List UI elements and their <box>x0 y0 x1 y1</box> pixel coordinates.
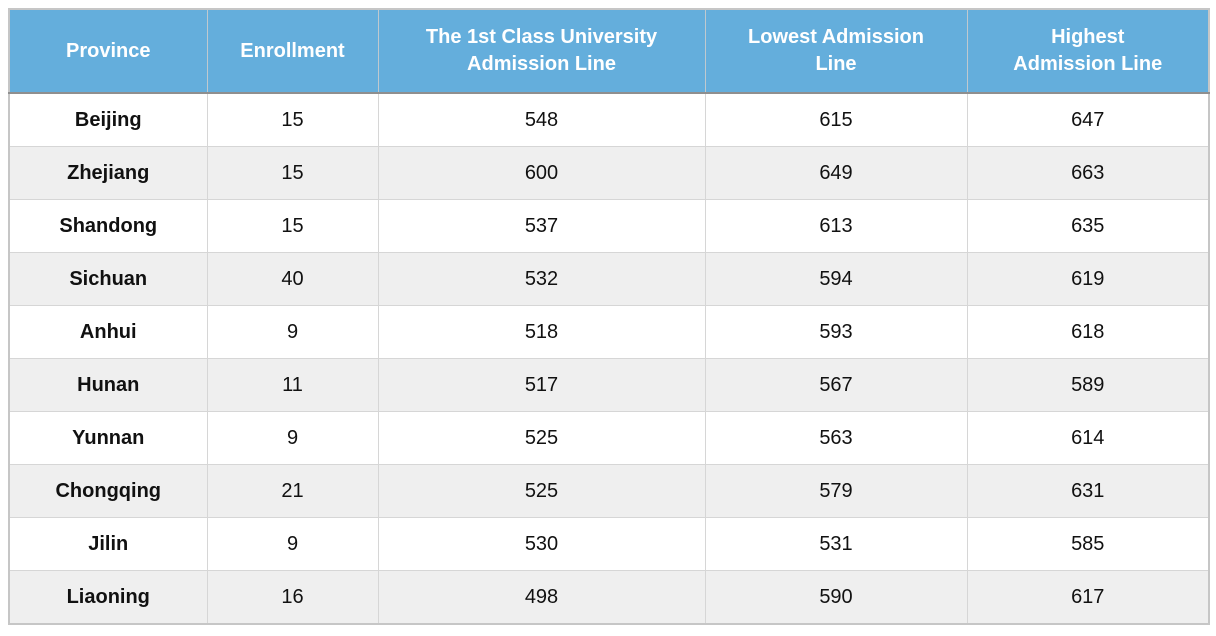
cell-first-class-line: 532 <box>377 252 706 306</box>
cell-highest-line: 614 <box>966 411 1210 465</box>
column-header-first-class-line: The 1st Class University Admission Line <box>377 8 706 94</box>
cell-province: Liaoning <box>8 570 208 625</box>
cell-province: Yunnan <box>8 411 208 465</box>
cell-province: Shandong <box>8 199 208 253</box>
cell-enrollment: 15 <box>206 146 379 200</box>
cell-lowest-line: 531 <box>704 517 968 571</box>
cell-highest-line: 647 <box>966 92 1210 147</box>
cell-province: Hunan <box>8 358 208 412</box>
column-header-lowest-line: Lowest Admission Line <box>704 8 968 94</box>
cell-highest-line: 589 <box>966 358 1210 412</box>
table-row-beijing: Beijing 15 548 615 647 <box>8 92 1210 147</box>
cell-first-class-line: 548 <box>377 92 706 147</box>
table-row-liaoning: Liaoning 16 498 590 617 <box>8 570 1210 625</box>
cell-enrollment: 16 <box>206 570 379 625</box>
column-header-label-line2: Line <box>815 53 857 75</box>
table-row-yunnan: Yunnan 9 525 563 614 <box>8 411 1210 465</box>
cell-lowest-line: 590 <box>704 570 968 625</box>
cell-first-class-line: 518 <box>377 305 706 359</box>
column-header-label: Enrollment <box>240 39 345 62</box>
cell-highest-line: 635 <box>966 199 1210 253</box>
cell-enrollment: 15 <box>206 199 379 253</box>
cell-lowest-line: 563 <box>704 411 968 465</box>
cell-first-class-line: 517 <box>377 358 706 412</box>
column-header-label: The 1st Class University <box>425 26 658 48</box>
table-row-sichuan: Sichuan 40 532 594 619 <box>8 252 1210 306</box>
cell-lowest-line: 649 <box>704 146 968 200</box>
cell-highest-line: 617 <box>966 570 1210 625</box>
cell-lowest-line: 567 <box>704 358 968 412</box>
column-header-label: Province <box>66 39 151 62</box>
cell-province: Zhejiang <box>8 146 208 200</box>
table-row-anhui: Anhui 9 518 593 618 <box>8 305 1210 359</box>
cell-enrollment: 21 <box>206 464 379 518</box>
cell-lowest-line: 594 <box>704 252 968 306</box>
cell-province: Chongqing <box>8 464 208 518</box>
cell-highest-line: 663 <box>966 146 1210 200</box>
cell-enrollment: 15 <box>206 92 379 147</box>
cell-enrollment: 9 <box>206 411 379 465</box>
table-row-shandong: Shandong 15 537 613 635 <box>8 199 1210 253</box>
column-header-label-line2: Admission Line <box>467 53 616 75</box>
table-row-hunan: Hunan 11 517 567 589 <box>8 358 1210 412</box>
cell-lowest-line: 579 <box>704 464 968 518</box>
column-header-highest-line: Highest Admission Line <box>966 8 1210 94</box>
column-header-enrollment: Enrollment <box>206 8 379 94</box>
cell-enrollment: 11 <box>206 358 379 412</box>
cell-highest-line: 618 <box>966 305 1210 359</box>
cell-first-class-line: 600 <box>377 146 706 200</box>
table-row-jilin: Jilin 9 530 531 585 <box>8 517 1210 571</box>
header-row: Province Enrollment The 1st Class Univer… <box>8 8 1210 94</box>
cell-first-class-line: 525 <box>377 464 706 518</box>
table-row-zhejiang: Zhejiang 15 600 649 663 <box>8 146 1210 200</box>
cell-lowest-line: 613 <box>704 199 968 253</box>
cell-lowest-line: 593 <box>704 305 968 359</box>
cell-highest-line: 585 <box>966 517 1210 571</box>
cell-first-class-line: 537 <box>377 199 706 253</box>
table-row-chongqing: Chongqing 21 525 579 631 <box>8 464 1210 518</box>
column-header-province: Province <box>8 8 208 94</box>
cell-first-class-line: 498 <box>377 570 706 625</box>
cell-province: Sichuan <box>8 252 208 306</box>
admission-table: Province Enrollment The 1st Class Univer… <box>8 8 1210 625</box>
cell-province: Beijing <box>8 92 208 147</box>
column-header-label: Lowest Admission <box>748 26 924 48</box>
column-header-label: Highest <box>1051 26 1125 48</box>
cell-enrollment: 9 <box>206 305 379 359</box>
cell-lowest-line: 615 <box>704 92 968 147</box>
cell-enrollment: 40 <box>206 252 379 306</box>
cell-province: Anhui <box>8 305 208 359</box>
cell-first-class-line: 530 <box>377 517 706 571</box>
cell-highest-line: 631 <box>966 464 1210 518</box>
column-header-label-line2: Admission Line <box>1013 53 1163 75</box>
cell-highest-line: 619 <box>966 252 1210 306</box>
cell-province: Jilin <box>8 517 208 571</box>
cell-first-class-line: 525 <box>377 411 706 465</box>
cell-enrollment: 9 <box>206 517 379 571</box>
